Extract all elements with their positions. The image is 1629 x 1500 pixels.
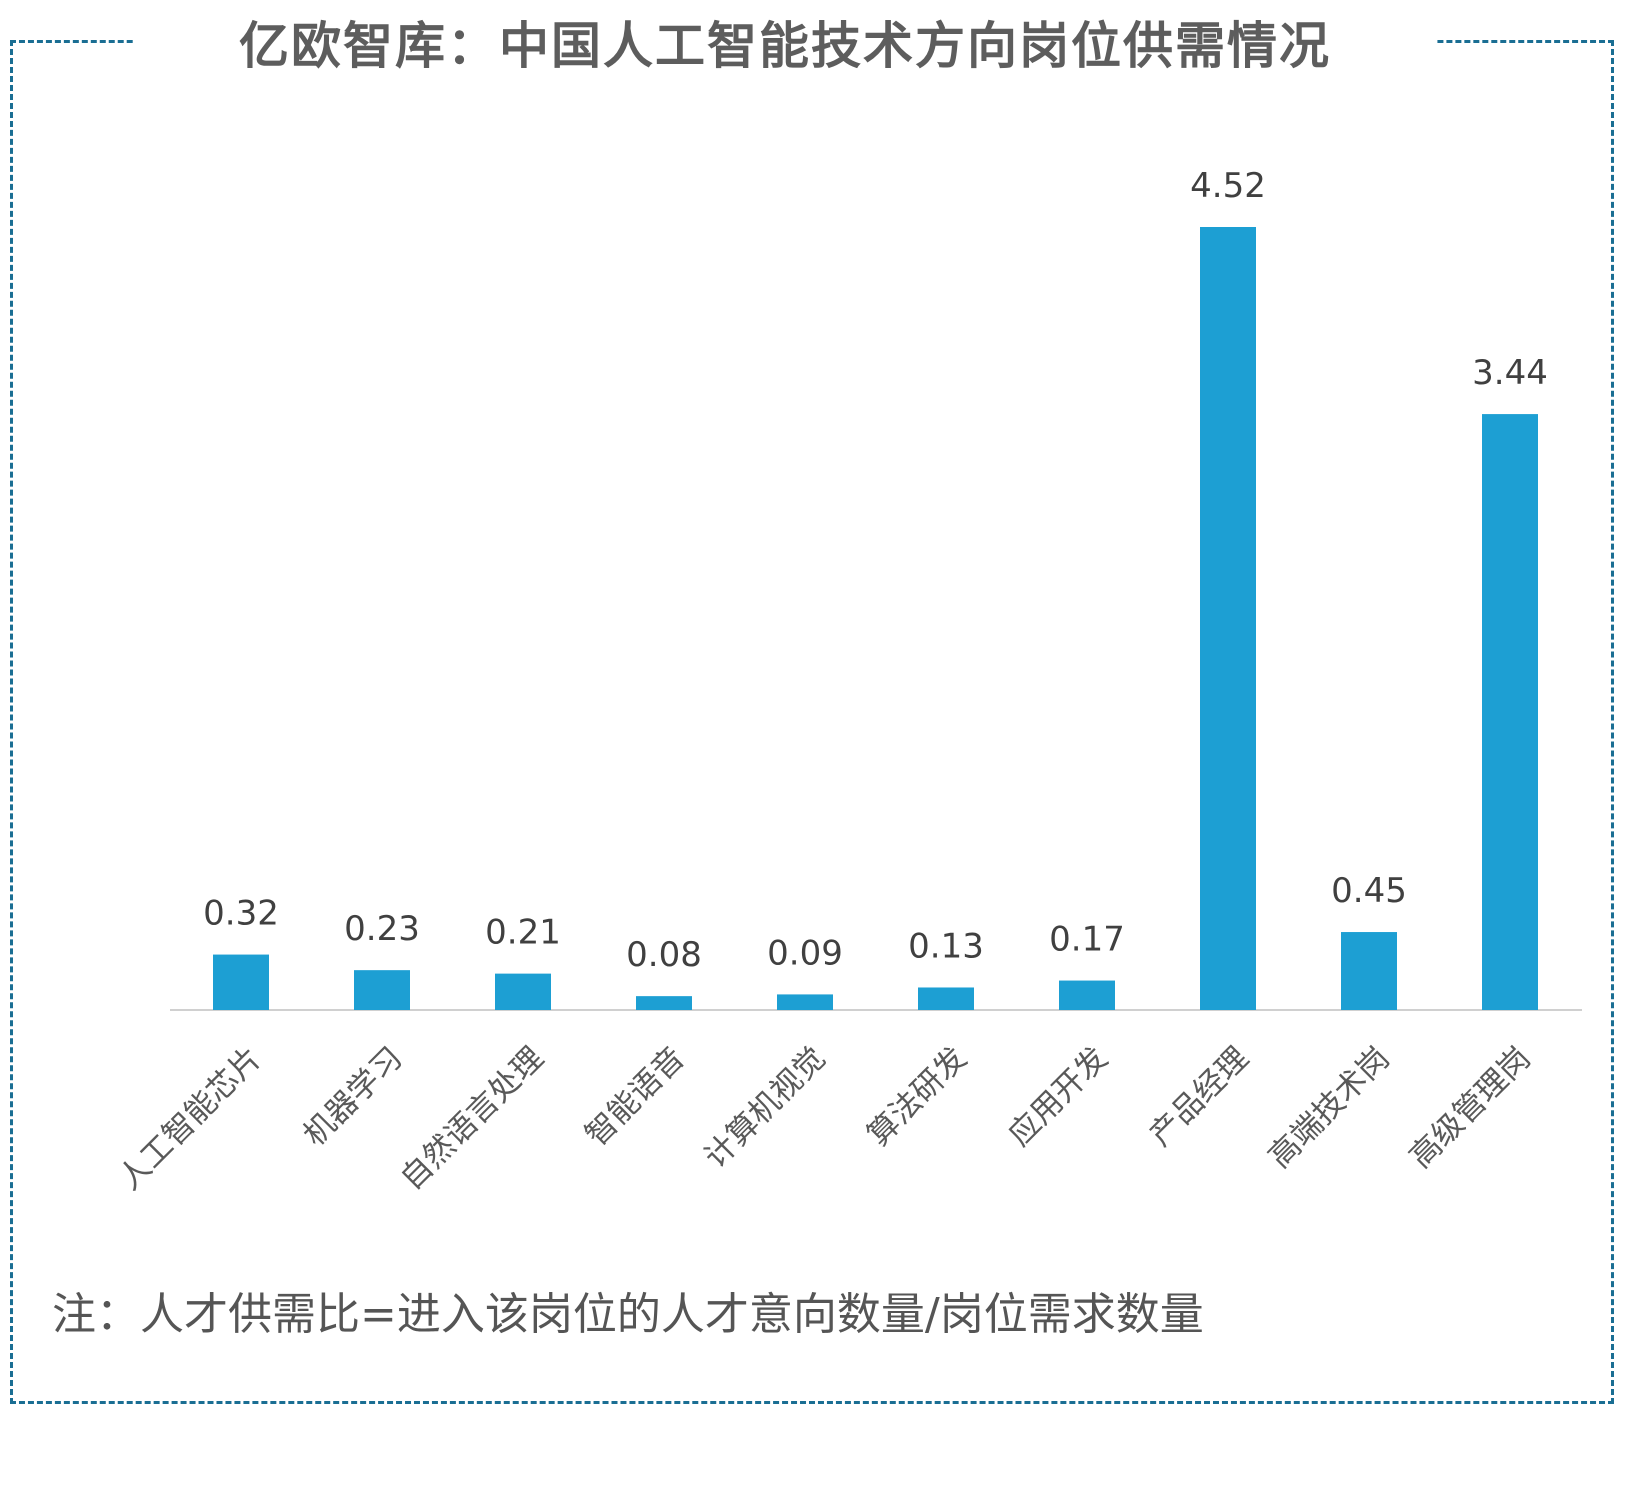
data-label: 0.45	[1331, 871, 1407, 911]
bar	[354, 970, 410, 1010]
chart-title: 亿欧智库：中国人工智能技术方向岗位供需情况	[135, 6, 1435, 78]
bar	[495, 973, 551, 1010]
category-label: 产品经理	[1143, 1040, 1256, 1153]
category-label: 高端技术岗	[1262, 1040, 1397, 1175]
category-label: 机器学习	[297, 1040, 410, 1153]
data-label: 0.17	[1049, 920, 1125, 960]
data-label: 0.23	[344, 909, 420, 949]
category-label: 计算机视觉	[698, 1040, 833, 1175]
category-label: 人工智能芯片	[112, 1040, 269, 1197]
bar	[636, 996, 692, 1010]
data-label: 0.21	[485, 913, 561, 953]
category-label: 自然语言处理	[394, 1040, 551, 1197]
bar	[1200, 227, 1256, 1010]
data-label: 0.13	[908, 926, 984, 966]
category-label: 应用开发	[1002, 1040, 1115, 1153]
chart-note: 注：人才供需比=进入该岗位的人才意向数量/岗位需求数量	[52, 1289, 1204, 1340]
data-label: 0.09	[767, 933, 843, 973]
bar	[1341, 932, 1397, 1010]
bar	[213, 954, 269, 1010]
bar	[1482, 414, 1538, 1010]
category-label: 高级管理岗	[1403, 1040, 1538, 1175]
data-label: 3.44	[1472, 353, 1548, 393]
bar	[918, 987, 974, 1010]
data-label: 0.08	[626, 935, 702, 975]
category-label: 算法研发	[861, 1040, 974, 1153]
data-label: 0.32	[203, 894, 279, 934]
bar	[1059, 980, 1115, 1010]
data-label: 4.52	[1190, 166, 1266, 206]
bar	[777, 994, 833, 1010]
category-label: 智能语音	[579, 1040, 692, 1153]
